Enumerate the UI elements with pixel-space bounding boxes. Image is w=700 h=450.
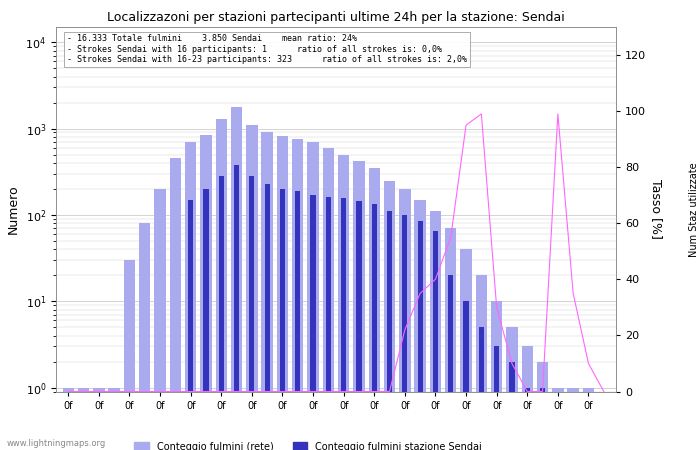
Bar xyxy=(261,132,273,450)
Bar xyxy=(142,414,147,450)
Bar xyxy=(216,119,227,450)
Text: www.lightningmaps.org: www.lightningmaps.org xyxy=(7,439,106,448)
Bar xyxy=(506,327,518,450)
Bar xyxy=(276,136,288,450)
Bar xyxy=(249,176,254,450)
Bar xyxy=(522,346,533,450)
Bar xyxy=(234,165,239,450)
Bar xyxy=(127,414,132,450)
Bar xyxy=(372,203,377,450)
Bar xyxy=(430,212,441,450)
Bar xyxy=(169,158,181,450)
Bar xyxy=(384,180,395,450)
Bar xyxy=(356,201,361,450)
Bar xyxy=(280,189,285,450)
Bar xyxy=(537,361,548,450)
Bar xyxy=(402,215,407,450)
Bar xyxy=(62,387,74,450)
Bar xyxy=(525,387,530,450)
Bar xyxy=(154,189,166,450)
Bar xyxy=(81,414,86,450)
Bar xyxy=(97,414,102,450)
Y-axis label: Numero: Numero xyxy=(7,184,20,234)
Bar xyxy=(399,189,411,450)
Bar xyxy=(295,191,300,450)
Bar xyxy=(601,414,606,450)
Title: Localizzazoni per stazioni partecipanti ultime 24h per la stazione: Sendai: Localizzazoni per stazioni partecipanti … xyxy=(107,11,565,24)
Bar xyxy=(204,189,209,450)
Bar xyxy=(93,387,104,450)
Bar xyxy=(586,414,591,450)
Bar xyxy=(218,176,224,450)
Bar xyxy=(124,260,135,450)
Bar xyxy=(311,195,316,450)
Bar xyxy=(491,301,503,450)
Bar xyxy=(292,140,304,450)
Bar xyxy=(552,387,564,450)
Bar xyxy=(582,387,594,450)
Bar xyxy=(598,414,610,450)
Text: Num Staz utilizzate: Num Staz utilizzate xyxy=(689,162,699,256)
Bar xyxy=(200,135,211,450)
Bar xyxy=(540,387,545,450)
Bar xyxy=(475,275,487,450)
Bar xyxy=(568,387,579,450)
Bar xyxy=(111,414,117,450)
Bar xyxy=(307,142,318,450)
Bar xyxy=(463,301,468,450)
Bar xyxy=(188,200,193,450)
Bar xyxy=(78,387,90,450)
Bar xyxy=(139,223,150,450)
Bar xyxy=(368,168,380,450)
Bar xyxy=(387,212,392,450)
Bar xyxy=(341,198,346,450)
Bar xyxy=(448,275,454,450)
Bar xyxy=(173,414,178,450)
Bar xyxy=(555,414,561,450)
Bar xyxy=(570,414,575,450)
Bar xyxy=(185,142,197,450)
Bar xyxy=(158,414,162,450)
Bar xyxy=(265,184,270,450)
Bar xyxy=(461,249,472,450)
Bar xyxy=(414,200,426,450)
Bar xyxy=(510,361,514,450)
Bar xyxy=(246,125,258,450)
Bar xyxy=(479,327,484,450)
Bar xyxy=(445,228,456,450)
Text: - 16.333 Totale fulmini    3.850 Sendai    mean ratio: 24%
- Strokes Sendai with: - 16.333 Totale fulmini 3.850 Sendai mea… xyxy=(67,34,467,64)
Bar xyxy=(326,197,331,450)
Bar xyxy=(338,154,349,450)
Bar xyxy=(108,387,120,450)
Bar xyxy=(494,346,499,450)
Bar xyxy=(323,148,334,450)
Bar xyxy=(418,221,423,450)
Bar xyxy=(433,231,438,450)
Y-axis label: Tasso [%]: Tasso [%] xyxy=(650,179,663,239)
Bar xyxy=(354,161,365,450)
Bar xyxy=(231,107,242,450)
Bar xyxy=(66,414,71,450)
